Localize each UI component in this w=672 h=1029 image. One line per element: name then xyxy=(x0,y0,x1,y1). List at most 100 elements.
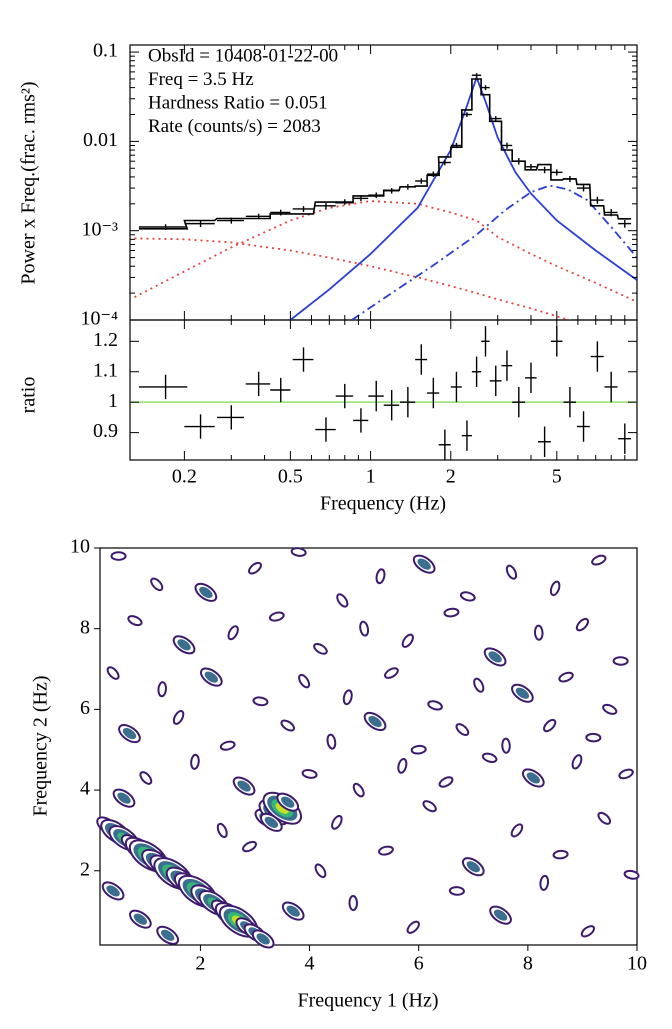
y-tick-label: 8 xyxy=(80,616,90,638)
contour-level xyxy=(199,586,213,598)
contour-blob xyxy=(585,732,602,743)
x-tick-label: 0.2 xyxy=(172,466,197,488)
contour-blob xyxy=(280,719,295,732)
y-tick-label: 10 xyxy=(70,536,90,558)
contour-blob xyxy=(473,677,485,693)
contour-blob xyxy=(127,615,143,627)
contour-blob xyxy=(290,547,307,557)
contour-blob xyxy=(443,607,460,618)
x-tick-label: 2 xyxy=(195,953,205,975)
x-tick-label: 0.5 xyxy=(278,466,303,488)
contour-level xyxy=(204,671,218,683)
contour-blob xyxy=(602,703,618,715)
contour-blob xyxy=(348,894,358,912)
contour-blob xyxy=(331,814,343,830)
contour-blob xyxy=(336,593,349,608)
contour-blob xyxy=(216,822,228,839)
contour-level xyxy=(417,558,431,570)
contour-blob xyxy=(539,874,550,891)
x-tick-label: 6 xyxy=(414,953,424,975)
contour-blob xyxy=(106,666,120,680)
contour-blob xyxy=(510,823,524,838)
contour-level xyxy=(493,909,508,921)
contour-blob xyxy=(455,723,470,736)
x-tick-label: 1 xyxy=(366,466,376,488)
contour-blob xyxy=(219,740,236,751)
contour-blob xyxy=(558,671,574,683)
y-tick-label: 10⁻⁴ xyxy=(80,308,118,330)
y-tick-label: 0.9 xyxy=(93,420,118,442)
model-component xyxy=(134,237,572,320)
contour-blob xyxy=(438,776,454,788)
contour-level xyxy=(466,861,480,873)
model-total xyxy=(138,78,632,230)
contour-blob xyxy=(268,611,285,622)
contour-level xyxy=(515,687,530,699)
contour-blob xyxy=(326,733,337,750)
contour-blob xyxy=(459,591,476,602)
contour-blob xyxy=(172,710,185,725)
contour-blob xyxy=(352,782,365,798)
contour-blob xyxy=(313,642,328,655)
x-tick-label: 2 xyxy=(446,466,456,488)
contour-blob xyxy=(375,568,386,585)
y-tick-label: 6 xyxy=(80,697,90,719)
y-axis-label: ratio xyxy=(18,377,40,414)
contour-level xyxy=(122,728,137,740)
annotation: Rate (counts/s) = 2083 xyxy=(148,116,321,137)
contour-blob xyxy=(410,744,427,755)
contour-blob xyxy=(580,925,596,938)
y-axis-label: Frequency 2 (Hz) xyxy=(30,675,52,816)
y-tick-label: 0.1 xyxy=(93,40,118,62)
ratio-frame xyxy=(129,319,638,461)
contour-blob xyxy=(571,754,583,770)
contour-blob xyxy=(406,920,420,934)
contour-level xyxy=(281,796,295,808)
contour-level xyxy=(177,639,191,651)
contour-blob xyxy=(397,757,408,774)
y-tick-label: 4 xyxy=(80,778,90,800)
contour-level xyxy=(237,780,251,792)
contour-blob xyxy=(384,667,399,679)
contour-blob xyxy=(150,577,164,592)
contour-level xyxy=(368,715,382,728)
model-component xyxy=(289,74,637,320)
contour-blob xyxy=(252,696,269,707)
contour-blob xyxy=(481,752,498,763)
annotation: Hardness Ratio = 0.051 xyxy=(148,92,328,113)
model-component xyxy=(351,184,637,320)
contour-blob xyxy=(157,681,168,698)
x-tick-label: 5 xyxy=(552,466,562,488)
x-tick-label: 4 xyxy=(305,953,315,975)
contour-level xyxy=(526,772,540,784)
contour-blob xyxy=(505,564,518,580)
contour-blob xyxy=(248,561,262,575)
y-tick-label: 1 xyxy=(108,390,118,412)
contour-blob xyxy=(612,656,629,666)
contour-blob xyxy=(549,580,561,597)
contour-blob xyxy=(342,689,353,706)
contour-blob xyxy=(448,886,465,896)
y-tick-label: 1.2 xyxy=(93,329,118,351)
contour-level xyxy=(488,651,502,663)
y-tick-label: 2 xyxy=(80,858,90,880)
annotation: Freq = 3.5 Hz xyxy=(148,69,254,90)
contour-blob xyxy=(543,718,557,733)
contour-blob xyxy=(378,845,394,856)
contour-level xyxy=(256,933,270,945)
y-axis-label: Power x Freq.(frac. rms²) xyxy=(18,81,40,284)
x-axis-label: Frequency 1 (Hz) xyxy=(297,990,438,1012)
contour-blob xyxy=(190,753,200,770)
contour-blob xyxy=(227,625,239,641)
x-tick-label: 10 xyxy=(627,953,647,975)
contour-blob xyxy=(597,811,612,825)
contour-level xyxy=(161,929,175,941)
model-component xyxy=(134,200,637,303)
x-tick-label: 8 xyxy=(523,953,533,975)
contour-blob xyxy=(618,768,634,780)
contour-level xyxy=(264,816,279,828)
contour-blob xyxy=(110,551,127,561)
contour-blob xyxy=(501,737,511,754)
